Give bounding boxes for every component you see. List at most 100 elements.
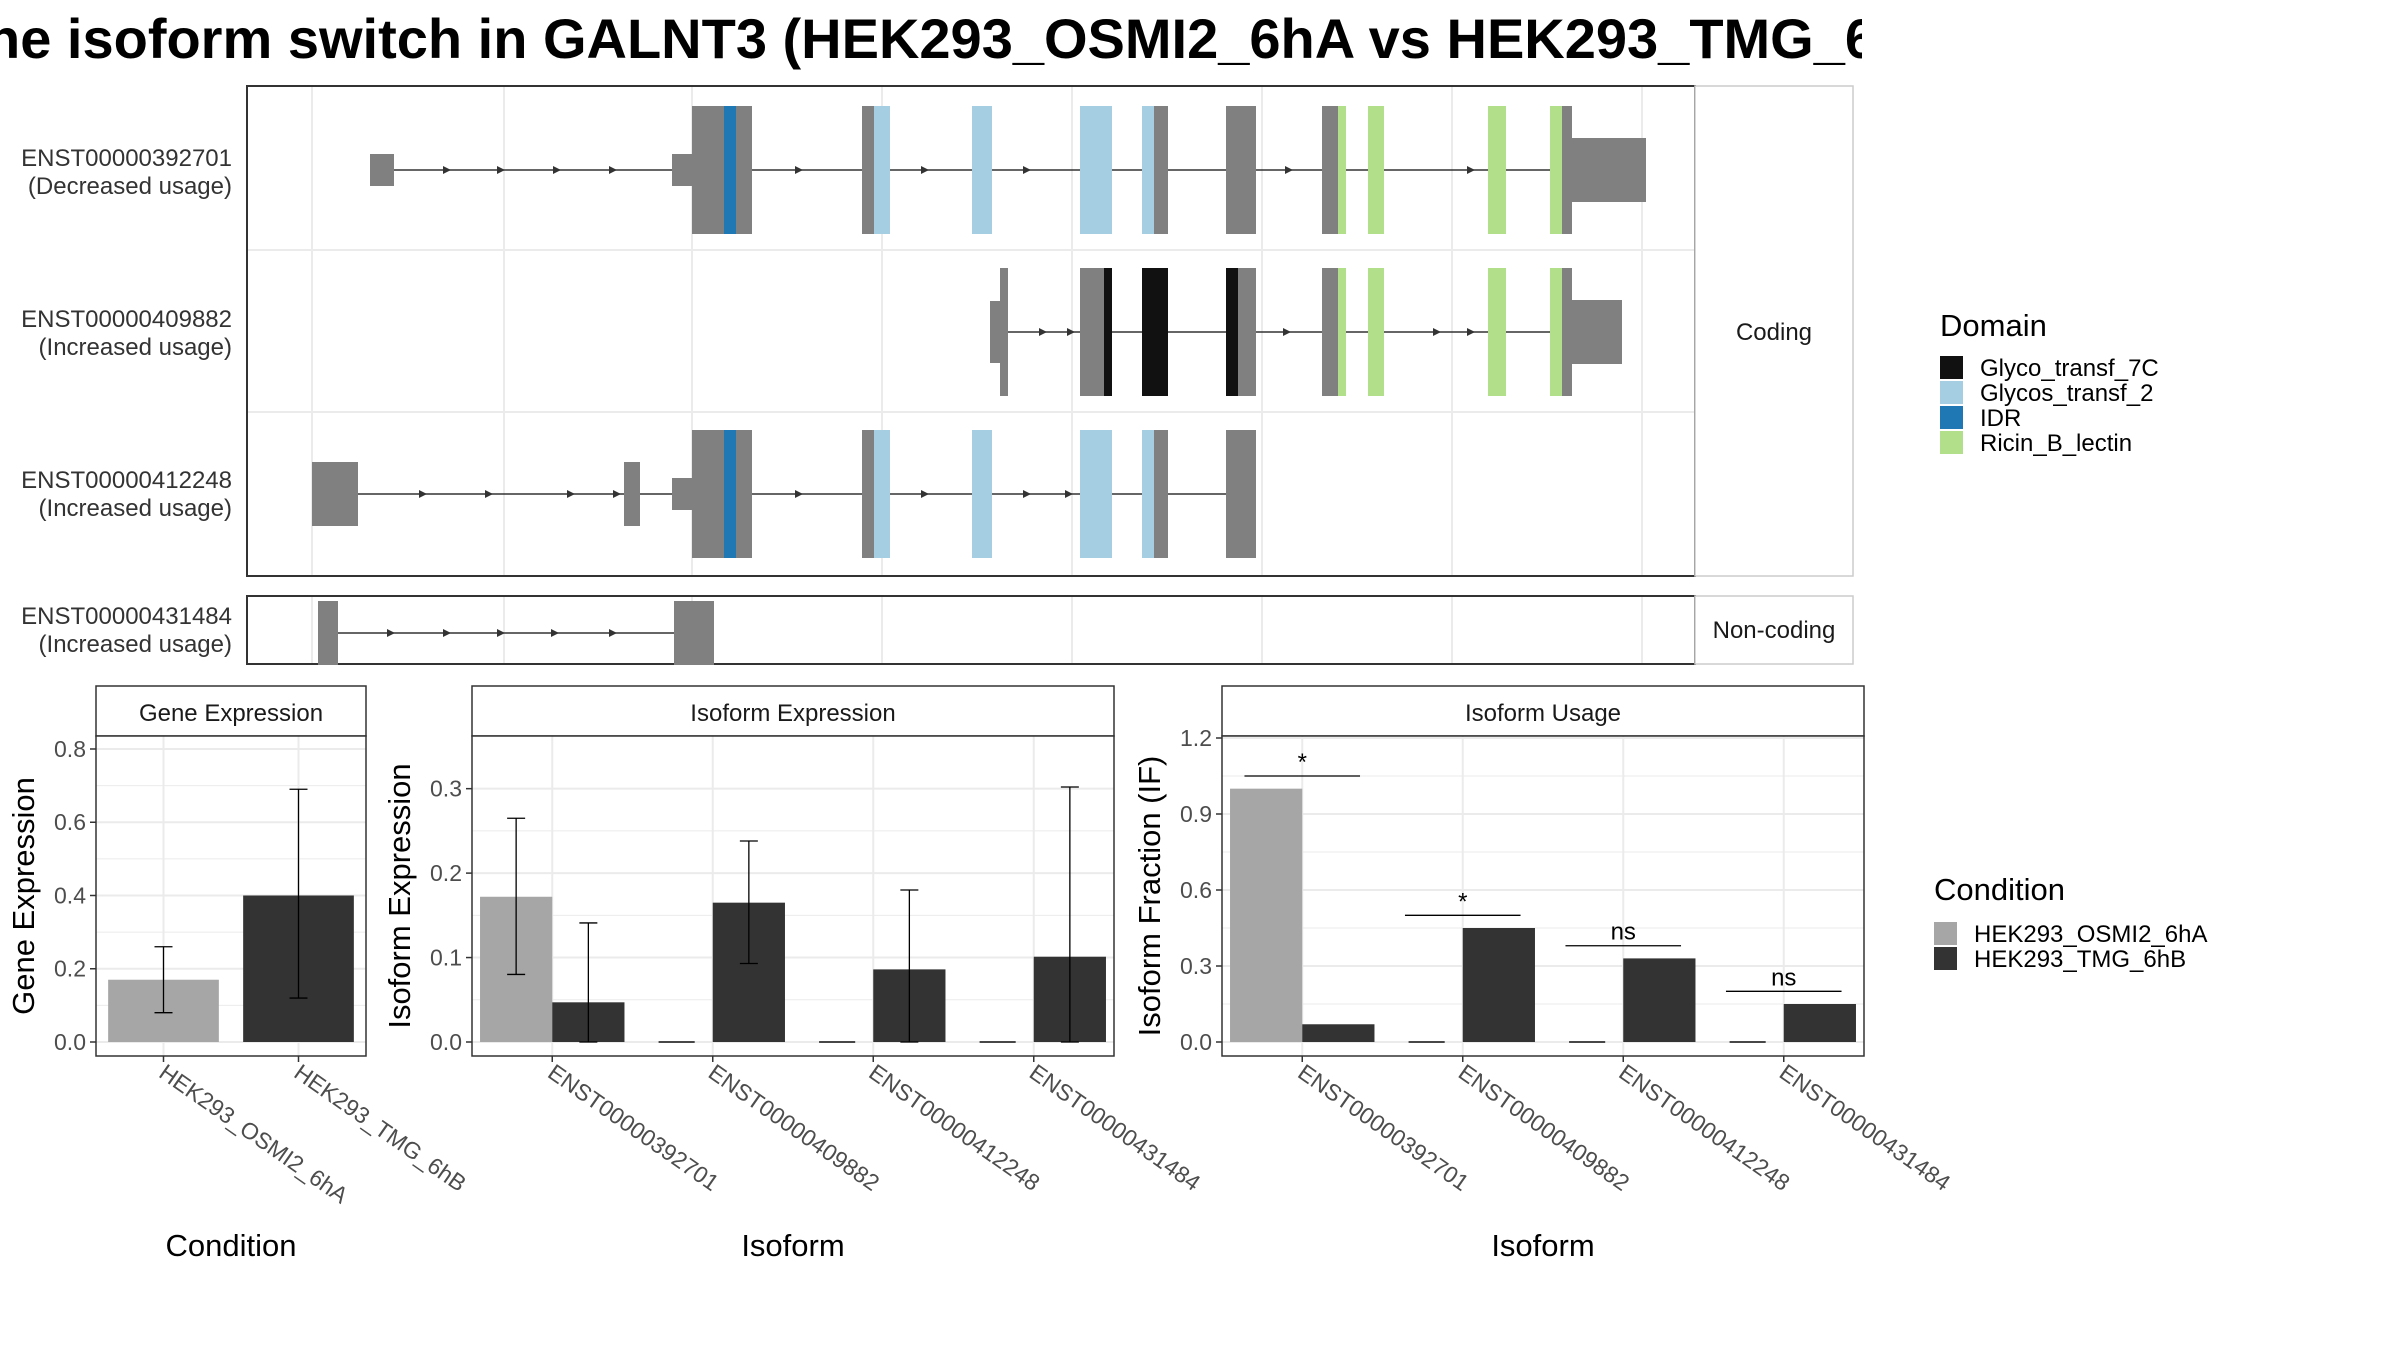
isoform-expression-chart: Isoform Expression 0.0 0.1 0.2 0.3 ENST000003… (382, 685, 1205, 1263)
y-axis-title: Isoform Expression (382, 763, 417, 1028)
chart-strip (1221, 685, 1865, 737)
strand-arrow (1023, 490, 1031, 498)
y-tick-label: 0.6 (1180, 877, 1212, 903)
condition-legend-title: Condition (1934, 872, 2065, 907)
strand-arrow (497, 629, 505, 637)
strand-arrow (1283, 328, 1291, 336)
domain-block (972, 430, 992, 558)
domain-legend: Domain Glyco_transf_7C Glycos_transf_2 I… (1940, 308, 2159, 457)
transcript-label-id: ENST00000412248 (21, 467, 232, 494)
domain-block (1104, 268, 1112, 396)
chart-strip-title: Isoform Usage (1465, 700, 1621, 727)
domain-block (1142, 268, 1168, 396)
noncoding-panel-border (246, 595, 1696, 665)
domain-block (1368, 268, 1384, 396)
exon-block (318, 601, 338, 665)
strand-arrow (1467, 328, 1475, 336)
y-axis-title: Isoform Fraction (IF) (1132, 756, 1167, 1037)
x-tick-label: ENST00000392701 (543, 1059, 723, 1196)
domain-block (1080, 106, 1112, 234)
chart-panel-border (95, 735, 367, 1057)
exon-block (672, 478, 692, 510)
strand-arrow (795, 166, 803, 174)
exon-block (736, 106, 752, 234)
strand-arrow (921, 490, 929, 498)
y-tick-label: 0.0 (54, 1029, 86, 1055)
transcript-label-usage: (Increased usage) (39, 334, 232, 361)
domain-block (724, 430, 736, 558)
legend-label: Glyco_transf_7C (1980, 355, 2159, 382)
transcript-label-id: ENST00000431484 (21, 603, 232, 630)
strand-arrow (609, 166, 617, 174)
bar (1230, 788, 1303, 1042)
strand-arrow (1039, 328, 1047, 336)
exon-block (862, 430, 874, 558)
strand-arrow (613, 490, 621, 498)
strand-arrow (921, 166, 929, 174)
exon-block (1226, 430, 1256, 558)
transcript-label-usage: (Increased usage) (39, 631, 232, 658)
exon-block (862, 106, 874, 234)
bar (1302, 1024, 1375, 1042)
domain-legend-title: Domain (1940, 308, 2047, 343)
domain-block (1226, 268, 1238, 396)
y-tick-label: 0.3 (430, 776, 462, 802)
noncoding-strip-label: Non-coding (1713, 617, 1836, 644)
strand-arrow (1023, 166, 1031, 174)
x-axis-title: Isoform (741, 1228, 844, 1263)
condition-legend: Condition HEK293_OSMI2_6hA HEK293_TMG_6h… (1934, 872, 2207, 973)
coding-panel-border (246, 85, 1696, 577)
exon-block (624, 462, 640, 526)
chart-strip (95, 685, 367, 737)
exon-block (312, 462, 358, 526)
transcript-label-usage: (Increased usage) (39, 495, 232, 522)
x-tick-label: ENST00000392701 (1293, 1059, 1473, 1196)
y-tick-label: 0.2 (54, 956, 86, 982)
strand-arrow (795, 490, 803, 498)
domain-block (874, 430, 890, 558)
significance-label: * (1298, 749, 1307, 776)
strand-arrow (1285, 166, 1293, 174)
coding-strip-label: Coding (1736, 319, 1812, 346)
domain-block (1488, 106, 1506, 234)
exon-block (1322, 106, 1338, 234)
transcript-label-id: ENST00000392701 (21, 145, 232, 172)
domain-block (1550, 268, 1562, 396)
exon-block (1226, 106, 1256, 234)
chart-panel (1222, 736, 1864, 1056)
strand-arrow (443, 166, 451, 174)
exon-block (990, 301, 1000, 363)
isoform-usage-chart: Isoform Usage 0.0 0.3 0.6 0.9 1.2 * * ns ns ENST00… (1132, 685, 1955, 1263)
significance-label: ns (1771, 964, 1796, 991)
exon-block (1238, 268, 1256, 396)
exon-block (674, 601, 714, 665)
domain-block (874, 106, 890, 234)
strand-arrow (419, 490, 427, 498)
legend-label: Ricin_B_lectin (1980, 430, 2132, 457)
domain-block (1368, 106, 1384, 234)
strand-arrow (553, 166, 561, 174)
figure-title: he isoform switch in GALNT3 (HEK293_OSMI… (0, 7, 1969, 70)
exon-block (1572, 138, 1646, 202)
strand-arrow (1065, 490, 1073, 498)
exon-block (736, 430, 752, 558)
x-tick-label: ENST00000412248 (864, 1059, 1044, 1196)
legend-label: HEK293_TMG_6hB (1974, 946, 2186, 973)
x-axis-title: Condition (166, 1228, 297, 1263)
y-axis-title: Gene Expression (6, 777, 41, 1015)
y-tick-label: 0.6 (54, 809, 86, 835)
y-tick-label: 1.2 (1180, 725, 1212, 751)
noncoding-strip (1694, 595, 1854, 665)
exon-block (1154, 430, 1168, 558)
strand-arrow (387, 629, 395, 637)
domain-block (1338, 106, 1346, 234)
domain-block (1550, 106, 1562, 234)
y-tick-label: 0.0 (1180, 1029, 1212, 1055)
exon-block (692, 106, 724, 234)
strand-arrow (443, 629, 451, 637)
y-tick-label: 0.4 (54, 882, 86, 908)
legend-label: Glycos_transf_2 (1980, 380, 2153, 407)
domain-block (1142, 430, 1154, 558)
transcript-label-usage: (Decreased usage) (28, 173, 232, 200)
